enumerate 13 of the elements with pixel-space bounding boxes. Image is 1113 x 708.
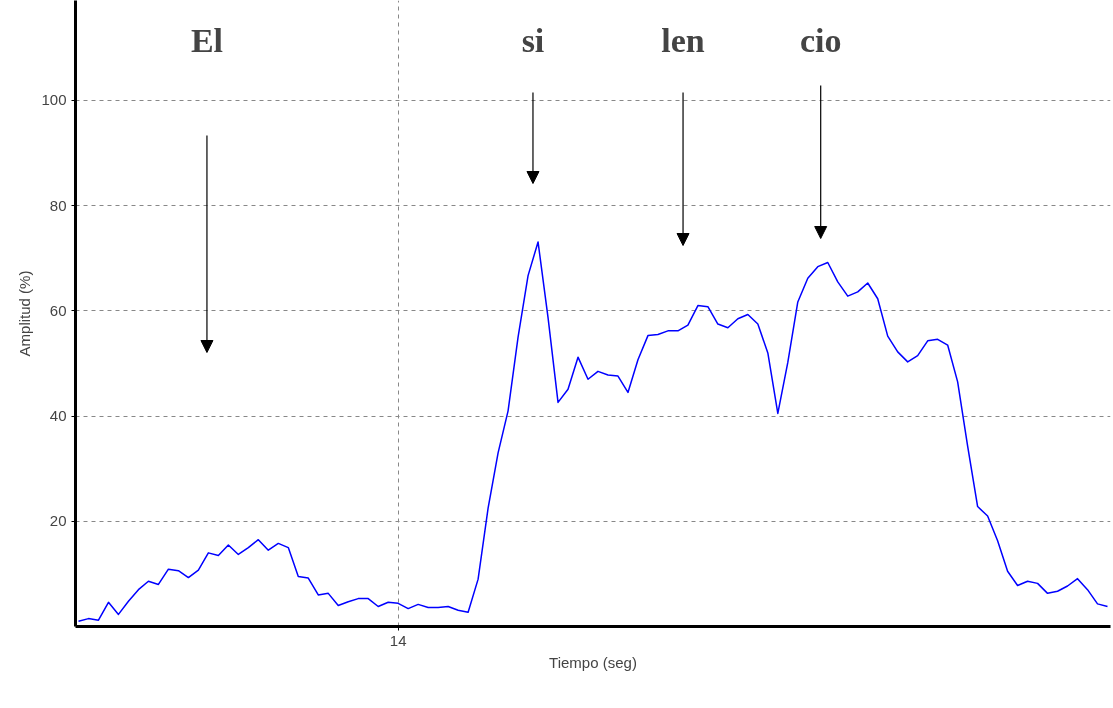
annotation: El	[190, 22, 224, 59]
annotation: cio	[799, 22, 842, 59]
y-tick-label: 100	[41, 91, 67, 109]
annotation: si	[521, 22, 545, 59]
line-series	[77, 241, 1109, 622]
y-tick-label: 80	[49, 196, 67, 214]
x-tick-label: 14	[389, 631, 407, 649]
y-axis-title: Amplitud (%)	[16, 270, 34, 357]
x-axis-title: Tiempo (seg)	[549, 653, 637, 671]
y-tick-label: 60	[49, 301, 67, 319]
annotation: len	[661, 22, 705, 59]
y-tick-label: 20	[49, 512, 67, 530]
y-tick-label: 40	[49, 407, 67, 425]
